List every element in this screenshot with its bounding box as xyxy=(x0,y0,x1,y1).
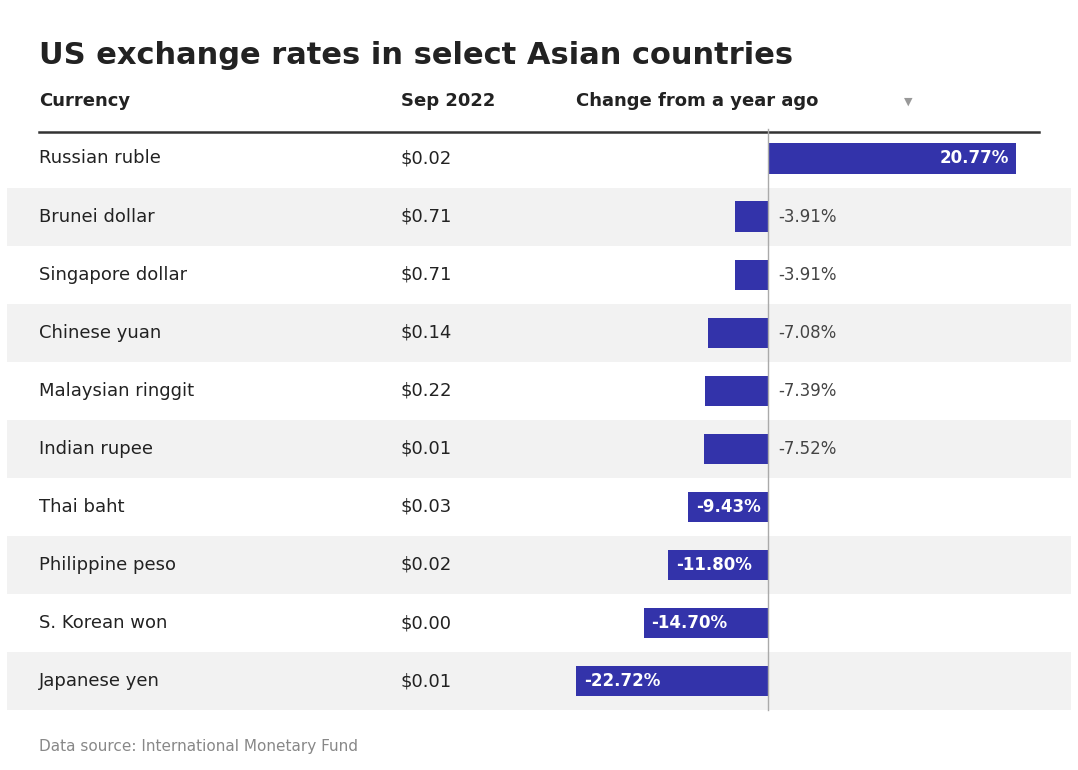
Text: $0.01: $0.01 xyxy=(401,440,452,458)
Bar xyxy=(768,143,1015,173)
Bar xyxy=(644,608,768,638)
Text: Currency: Currency xyxy=(39,92,130,110)
Bar xyxy=(688,492,768,522)
Text: $0.01: $0.01 xyxy=(401,672,452,690)
Bar xyxy=(705,376,768,406)
Bar xyxy=(735,202,768,232)
Text: -7.08%: -7.08% xyxy=(778,323,837,342)
Text: -11.80%: -11.80% xyxy=(676,556,751,574)
Bar xyxy=(6,188,1072,246)
Bar xyxy=(6,536,1072,594)
Bar xyxy=(708,317,768,348)
Text: -9.43%: -9.43% xyxy=(695,498,760,516)
Text: Chinese yuan: Chinese yuan xyxy=(39,323,161,342)
Text: Thai baht: Thai baht xyxy=(39,498,124,516)
Text: $0.02: $0.02 xyxy=(401,556,452,574)
Text: -3.91%: -3.91% xyxy=(778,266,837,283)
Bar xyxy=(6,303,1072,362)
Text: $0.71: $0.71 xyxy=(401,266,452,283)
Text: $0.00: $0.00 xyxy=(401,614,452,632)
Bar xyxy=(704,434,768,464)
Bar xyxy=(668,550,768,580)
Text: Philippine peso: Philippine peso xyxy=(39,556,176,574)
Text: -3.91%: -3.91% xyxy=(778,208,837,226)
Text: $0.22: $0.22 xyxy=(401,382,452,400)
Text: Russian ruble: Russian ruble xyxy=(39,149,161,167)
Text: Indian rupee: Indian rupee xyxy=(39,440,153,458)
Text: $0.02: $0.02 xyxy=(401,149,452,167)
Text: $0.71: $0.71 xyxy=(401,208,452,226)
Bar xyxy=(6,652,1072,710)
Text: ▼: ▼ xyxy=(904,96,912,106)
Text: -22.72%: -22.72% xyxy=(583,672,660,690)
Text: Change from a year ago: Change from a year ago xyxy=(577,92,818,110)
Bar xyxy=(6,478,1072,536)
Bar xyxy=(6,420,1072,478)
Text: Japanese yen: Japanese yen xyxy=(39,672,160,690)
Text: US exchange rates in select Asian countries: US exchange rates in select Asian countr… xyxy=(39,41,793,70)
Bar xyxy=(6,246,1072,303)
Bar xyxy=(735,259,768,290)
Text: -7.52%: -7.52% xyxy=(778,440,837,458)
Text: Data source: International Monetary Fund: Data source: International Monetary Fund xyxy=(39,739,358,754)
Text: Sep 2022: Sep 2022 xyxy=(401,92,495,110)
Text: -7.39%: -7.39% xyxy=(778,382,837,400)
Bar xyxy=(6,594,1072,652)
Text: $0.14: $0.14 xyxy=(401,323,452,342)
Text: $0.03: $0.03 xyxy=(401,498,452,516)
Text: 20.77%: 20.77% xyxy=(940,149,1009,167)
Text: S. Korean won: S. Korean won xyxy=(39,614,167,632)
Text: Malaysian ringgit: Malaysian ringgit xyxy=(39,382,194,400)
Bar xyxy=(6,129,1072,188)
Text: -14.70%: -14.70% xyxy=(651,614,728,632)
Bar xyxy=(6,362,1072,420)
Bar xyxy=(577,666,768,696)
Text: Singapore dollar: Singapore dollar xyxy=(39,266,186,283)
Text: Brunei dollar: Brunei dollar xyxy=(39,208,154,226)
